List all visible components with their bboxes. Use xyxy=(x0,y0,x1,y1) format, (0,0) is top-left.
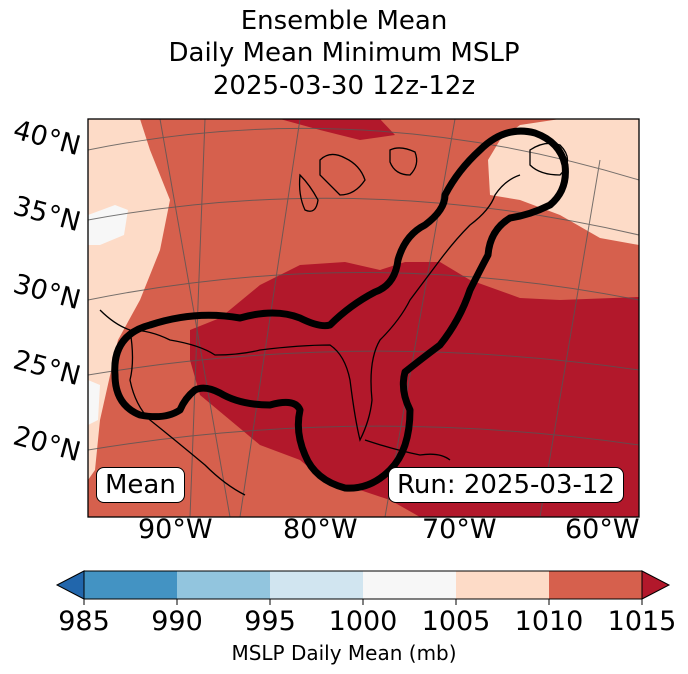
colorbar-label: MSLP Daily Mean (mb) xyxy=(231,641,457,665)
colorbar-tick-1000: 1000 xyxy=(328,606,398,637)
light-region-top xyxy=(88,119,140,155)
mean-label-box: Mean xyxy=(96,467,185,503)
title-line-1: Ensemble Mean xyxy=(240,6,448,36)
lon-label-90w: 90°W xyxy=(138,514,213,545)
colorbar-tick-1010: 1010 xyxy=(514,606,584,637)
colorbar-tick-1005: 1005 xyxy=(421,606,491,637)
colorbar-bin-1010-1015 xyxy=(549,571,642,599)
contour-outline xyxy=(111,127,569,492)
colorbar-tick-990: 990 xyxy=(151,606,203,637)
colorbar-extend-low xyxy=(55,570,85,600)
title-line-3: 2025-03-30 12z-12z xyxy=(212,71,476,101)
colorbar-tick-1015: 1015 xyxy=(607,606,677,637)
colorbar-bin-990-995 xyxy=(177,571,270,599)
colorbar-tick-995: 995 xyxy=(244,606,296,637)
title-line-2: Daily Mean Minimum MSLP xyxy=(168,38,520,68)
dark-region-northeast xyxy=(280,119,395,140)
lon-label-80w: 80°W xyxy=(283,514,358,545)
map-frame xyxy=(87,118,640,518)
colorbar xyxy=(55,570,671,605)
colorbar-bin-995-1000 xyxy=(270,571,363,599)
run-date-box: Run: 2025-03-12 xyxy=(388,467,624,503)
colorbar-bin-1000-1005 xyxy=(363,571,456,599)
lon-label-70w: 70°W xyxy=(422,514,497,545)
lon-label-60w: 60°W xyxy=(565,514,640,545)
colorbar-tick-985: 985 xyxy=(58,606,110,637)
colorbar-extend-high xyxy=(641,570,671,600)
colorbar-bin-1005-1010 xyxy=(456,571,549,599)
white-patch-sw xyxy=(88,380,100,425)
colorbar-bin-985-990 xyxy=(84,571,177,599)
